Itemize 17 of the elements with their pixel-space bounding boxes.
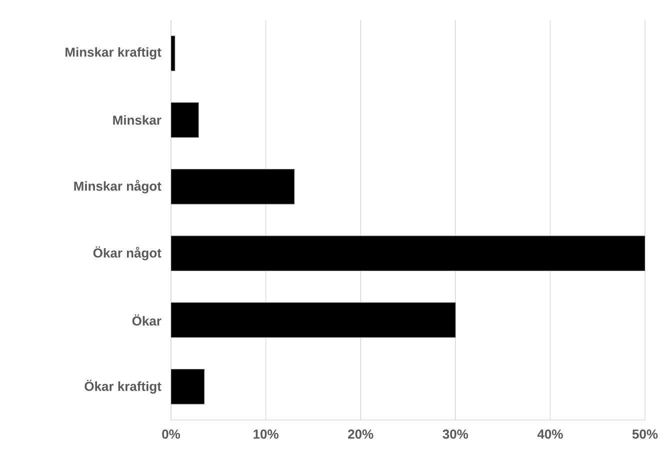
bar <box>171 169 295 204</box>
y-tick-label: Ökar <box>132 314 162 326</box>
x-tick-label: 10% <box>254 430 278 439</box>
bar <box>171 302 456 338</box>
x-tick-label: 50% <box>632 430 658 439</box>
x-tick-label: 30% <box>442 430 468 439</box>
bar <box>171 236 645 271</box>
y-tick-label: Ökar kraftigt <box>84 380 162 394</box>
y-tick-label: Minskar kraftigt <box>66 47 162 60</box>
y-tick-label: Minskar något <box>74 180 162 194</box>
y-tick-label: Ökar något <box>93 246 162 260</box>
x-tick-label: 20% <box>348 430 374 439</box>
y-tick-label: Minskar <box>113 115 162 125</box>
bar <box>171 369 204 404</box>
x-tick-label: 0% <box>162 430 180 439</box>
x-tick-label: 40% <box>537 430 563 439</box>
bar <box>171 102 199 138</box>
